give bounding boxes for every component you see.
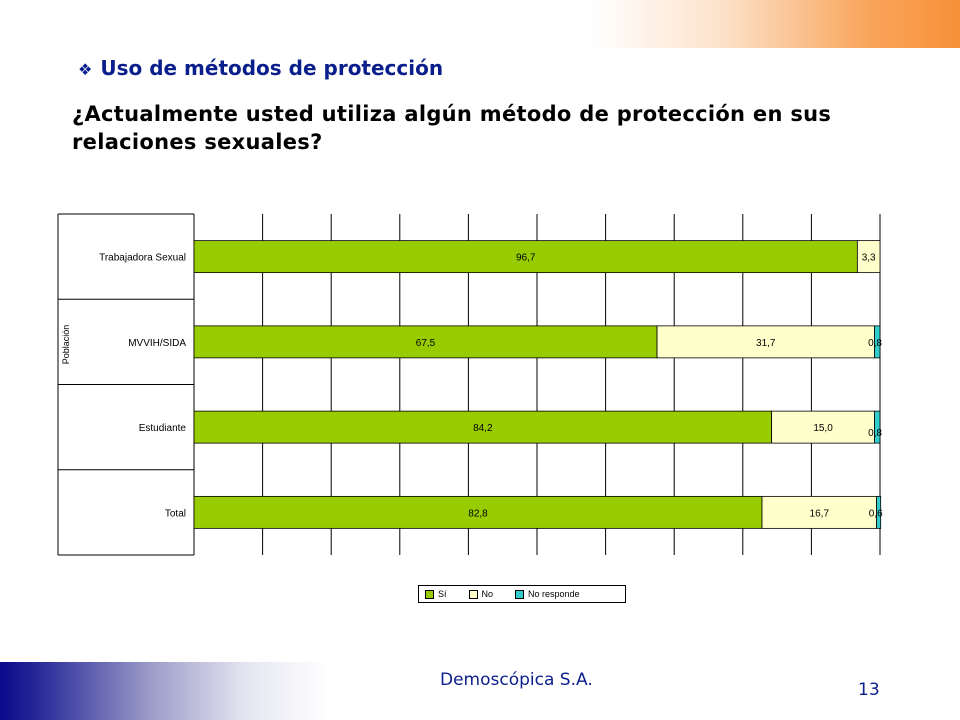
data-label-si: 96,7 [516,253,536,264]
data-label-no-responde: 0,6 [869,508,883,519]
data-label-no-responde: 0,8 [868,428,882,439]
chart-legend: Sí No No responde [418,585,626,603]
top-decorative-gradient [590,0,960,48]
legend-label-si: Sí [438,589,447,599]
footer-company: Demoscópica S.A. [440,670,593,690]
legend-label-no-responde: No responde [528,589,580,599]
data-label-no: 31,7 [756,338,776,349]
bar-no [656,325,875,359]
bar-no-responde [874,325,881,359]
section-title-text: Uso de métodos de protección [100,56,444,80]
data-label-si: 84,2 [473,423,493,434]
category-label: Total [165,508,186,519]
data-label-no: 3,3 [862,253,876,264]
legend-swatch-no-responde [515,589,525,599]
data-label-si: 82,8 [468,508,488,519]
category-label: MVVIH/SIDA [128,338,186,349]
section-title: ❖ Uso de métodos de protección [78,56,443,80]
legend-item-no-responde: No responde [515,589,580,599]
legend-label-no: No [481,589,494,599]
legend-swatch-no [468,589,478,599]
bar-no-responde [874,410,881,444]
data-label-si: 67,5 [416,338,436,349]
category-label: Trabajadora Sexual [99,253,186,264]
bottom-decorative-gradient [0,662,330,720]
legend-item-si: Sí [425,589,447,599]
legend-item-no: No [468,589,494,599]
bar-si [193,410,773,444]
bar-si [193,495,763,529]
y-axis-title: Población [61,325,71,365]
bar-no [856,240,881,274]
legend-swatch-si [425,589,434,599]
question-heading: ¿Actualmente usted utiliza algún método … [72,102,832,154]
bar-no [771,410,875,444]
data-label-no: 16,7 [810,508,830,519]
category-label: Estudiante [139,423,187,434]
data-label-no: 15,0 [813,423,833,434]
data-label-no-responde: 0,8 [868,338,882,349]
page-number: 13 [858,680,880,700]
bar-no-responde [876,495,882,529]
bar-no [761,495,877,529]
diamond-bullet-icon: ❖ [78,60,93,79]
bar-si [193,240,858,274]
bar-si [193,325,658,359]
